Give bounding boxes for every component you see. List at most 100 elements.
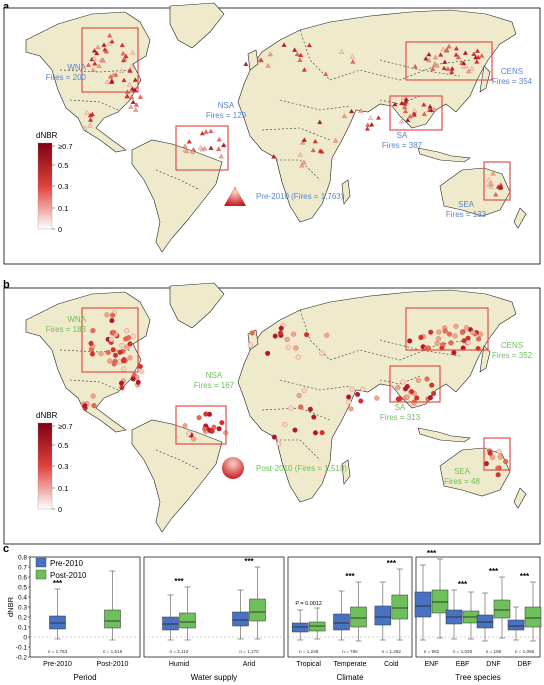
fire-marker bbox=[249, 330, 255, 336]
fire-marker bbox=[411, 112, 417, 117]
fire-marker bbox=[101, 42, 107, 47]
region-name: WNA bbox=[67, 315, 86, 324]
fire-marker bbox=[293, 345, 299, 351]
fire-marker bbox=[91, 55, 97, 61]
box-post bbox=[249, 598, 266, 622]
significance-label: *** bbox=[387, 559, 397, 568]
fire-marker bbox=[113, 332, 119, 338]
dnbr-boxplot-chart: dNBR 0.8 0.7 0.6 0.5 0.4 0.3 0.2 0.1 0 -0.1 -0.2 Per… bbox=[6, 549, 542, 682]
fire-marker bbox=[486, 177, 492, 182]
sample-size-label: n = 1,170 bbox=[239, 649, 259, 654]
box-post bbox=[104, 609, 121, 629]
fire-marker bbox=[392, 101, 398, 107]
fire-marker bbox=[299, 162, 305, 168]
fire-marker bbox=[202, 426, 208, 432]
fire-marker bbox=[110, 72, 116, 77]
fire-marker bbox=[296, 393, 302, 399]
y-tick-label: 0.8 bbox=[18, 555, 27, 562]
category-label: Arid bbox=[243, 661, 256, 668]
border-line bbox=[59, 69, 131, 73]
fire-marker bbox=[294, 51, 300, 57]
legend-swatch bbox=[35, 569, 47, 580]
fire-marker bbox=[465, 340, 471, 346]
fire-marker bbox=[442, 328, 448, 334]
colorbar-tick-label: ≥0.7 bbox=[58, 142, 73, 151]
border-line bbox=[279, 379, 351, 391]
fire-marker bbox=[427, 104, 433, 109]
period-label: Post-2010 (Fires = 1,518) bbox=[256, 464, 347, 473]
fire-marker bbox=[267, 51, 273, 57]
fire-marker bbox=[431, 390, 437, 396]
fire-marker bbox=[440, 342, 446, 348]
fire-marker bbox=[440, 46, 446, 52]
fire-marker bbox=[102, 47, 108, 52]
box-pre bbox=[414, 591, 432, 618]
fire-marker bbox=[300, 140, 306, 145]
sample-size-label: n = 166 bbox=[486, 649, 502, 654]
fire-marker bbox=[281, 42, 287, 47]
border-line bbox=[279, 99, 351, 111]
fire-marker bbox=[346, 399, 352, 405]
fire-marker bbox=[442, 59, 448, 64]
category-label: ENF bbox=[425, 661, 439, 668]
fire-marker bbox=[87, 123, 93, 128]
period-marker-triangle bbox=[224, 186, 246, 206]
fire-marker bbox=[124, 328, 130, 334]
fire-marker bbox=[407, 113, 413, 119]
category-label: Tropical bbox=[296, 661, 321, 668]
colorbar-tick-label: 0.1 bbox=[58, 484, 68, 493]
fire-marker bbox=[441, 65, 447, 71]
region-name: NSA bbox=[218, 101, 235, 110]
fire-marker bbox=[324, 332, 330, 338]
y-tick-label: -0.1 bbox=[16, 645, 28, 652]
fire-marker bbox=[434, 63, 440, 68]
y-tick-label: 0.4 bbox=[18, 595, 27, 602]
period-label: Pre-2010 (Fires = 1,763) bbox=[256, 192, 344, 201]
fire-marker bbox=[276, 441, 282, 447]
colorbar-title: dNBR bbox=[36, 411, 58, 420]
panel-c-letter: c bbox=[3, 543, 10, 555]
border-line bbox=[276, 439, 321, 461]
fire-marker bbox=[323, 71, 329, 76]
fire-marker bbox=[243, 61, 249, 66]
fire-marker bbox=[209, 428, 215, 434]
fire-marker bbox=[338, 49, 344, 54]
box-pre bbox=[49, 615, 66, 630]
fire-marker bbox=[82, 125, 88, 131]
fire-marker bbox=[277, 330, 283, 336]
fire-marker bbox=[186, 139, 192, 144]
fire-marker bbox=[355, 391, 361, 397]
fire-marker bbox=[364, 126, 370, 131]
fire-marker bbox=[120, 51, 126, 56]
fire-marker bbox=[221, 142, 227, 148]
fire-marker bbox=[470, 330, 476, 336]
land-north-america bbox=[25, 291, 151, 433]
fire-marker bbox=[493, 192, 499, 197]
fire-marker bbox=[92, 61, 98, 66]
fire-marker bbox=[431, 107, 437, 112]
fire-marker bbox=[367, 115, 373, 120]
fire-marker bbox=[90, 393, 96, 399]
fire-marker bbox=[403, 108, 409, 114]
region-name: CENS bbox=[501, 341, 523, 350]
legend-label: Pre-2010 bbox=[50, 559, 83, 568]
box-post bbox=[179, 612, 196, 629]
fire-marker bbox=[348, 406, 354, 412]
fire-marker bbox=[272, 333, 278, 339]
sample-size-label: n = 1,030 bbox=[453, 649, 473, 654]
fire-marker bbox=[497, 185, 503, 190]
colorbar-tick-label: 0.5 bbox=[58, 441, 68, 450]
fire-marker bbox=[208, 145, 214, 150]
fire-marker bbox=[307, 406, 313, 412]
fire-marker bbox=[310, 147, 316, 153]
fire-marker bbox=[121, 366, 127, 372]
land-masses bbox=[25, 282, 527, 533]
region-box bbox=[389, 365, 441, 403]
fire-marker bbox=[96, 63, 102, 68]
fire-marker bbox=[301, 137, 307, 142]
fire-marker bbox=[349, 54, 355, 59]
land-indonesia bbox=[417, 427, 471, 443]
fire-marker bbox=[421, 111, 427, 116]
